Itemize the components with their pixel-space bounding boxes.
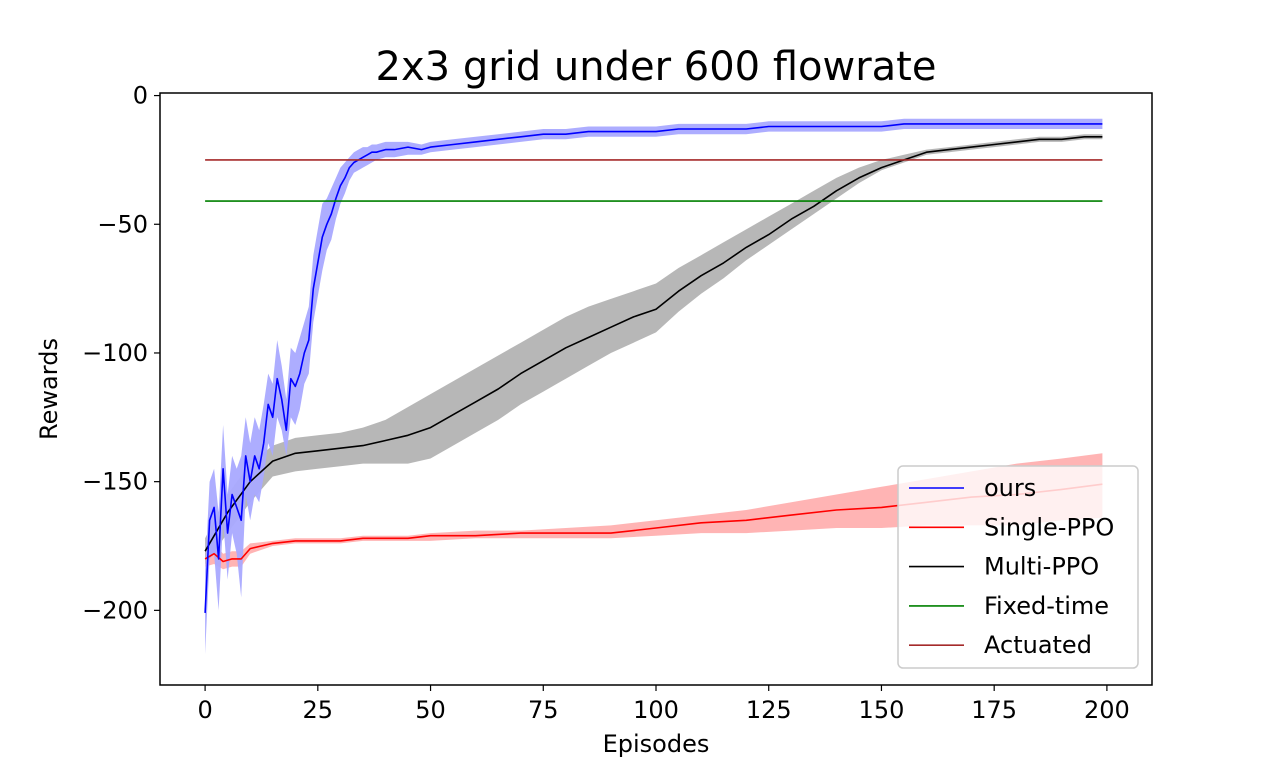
x-tick-label: 100 (633, 696, 679, 724)
x-tick-label: 175 (971, 696, 1017, 724)
x-tick-label: 125 (746, 696, 792, 724)
x-tick-label: 200 (1084, 696, 1130, 724)
y-axis-label: Rewards (35, 338, 63, 440)
x-tick-label: 75 (528, 696, 559, 724)
x-tick-label: 0 (197, 696, 212, 724)
legend-label-multi-ppo: Multi-PPO (984, 553, 1099, 581)
legend-label-single-ppo: Single-PPO (984, 513, 1114, 541)
legend-label-actuated: Actuated (984, 631, 1092, 659)
y-tick-label: −150 (82, 468, 148, 496)
legend-label-ours: ours (984, 474, 1036, 502)
plot-area (204, 118, 1103, 655)
y-tick-label: 0 (133, 82, 148, 110)
band-single-ppo (205, 453, 1103, 570)
band-multi-ppo (205, 134, 1103, 564)
legend-label-fixed-time: Fixed-time (984, 592, 1109, 620)
x-axis-ticks: 0 25 50 75 100 125 150 175 200 (197, 685, 1130, 724)
series-line-multi-ppo (204, 136, 1103, 552)
legend-items: ours Single-PPO Multi-PPO Fixed-time Actuate… (909, 474, 1114, 659)
series-line-single-ppo (204, 483, 1103, 563)
x-tick-label: 50 (415, 696, 446, 724)
y-tick-label: −100 (82, 339, 148, 367)
x-tick-label: 150 (859, 696, 905, 724)
confidence-bands (205, 118, 1103, 655)
y-axis-ticks: 0 −50 −100 −150 −200 (82, 82, 160, 624)
y-tick-label: −200 (82, 596, 148, 624)
chart-title: 2x3 grid under 600 flowrate (376, 44, 937, 90)
x-axis-label: Episodes (603, 730, 710, 758)
y-tick-label: −50 (97, 210, 148, 238)
legend-box (897, 465, 1139, 669)
series-lines (204, 123, 1103, 613)
series-line-ours (204, 123, 1103, 613)
x-tick-label: 25 (303, 696, 334, 724)
legend: ours Single-PPO Multi-PPO Fixed-time Actuate… (897, 465, 1139, 669)
